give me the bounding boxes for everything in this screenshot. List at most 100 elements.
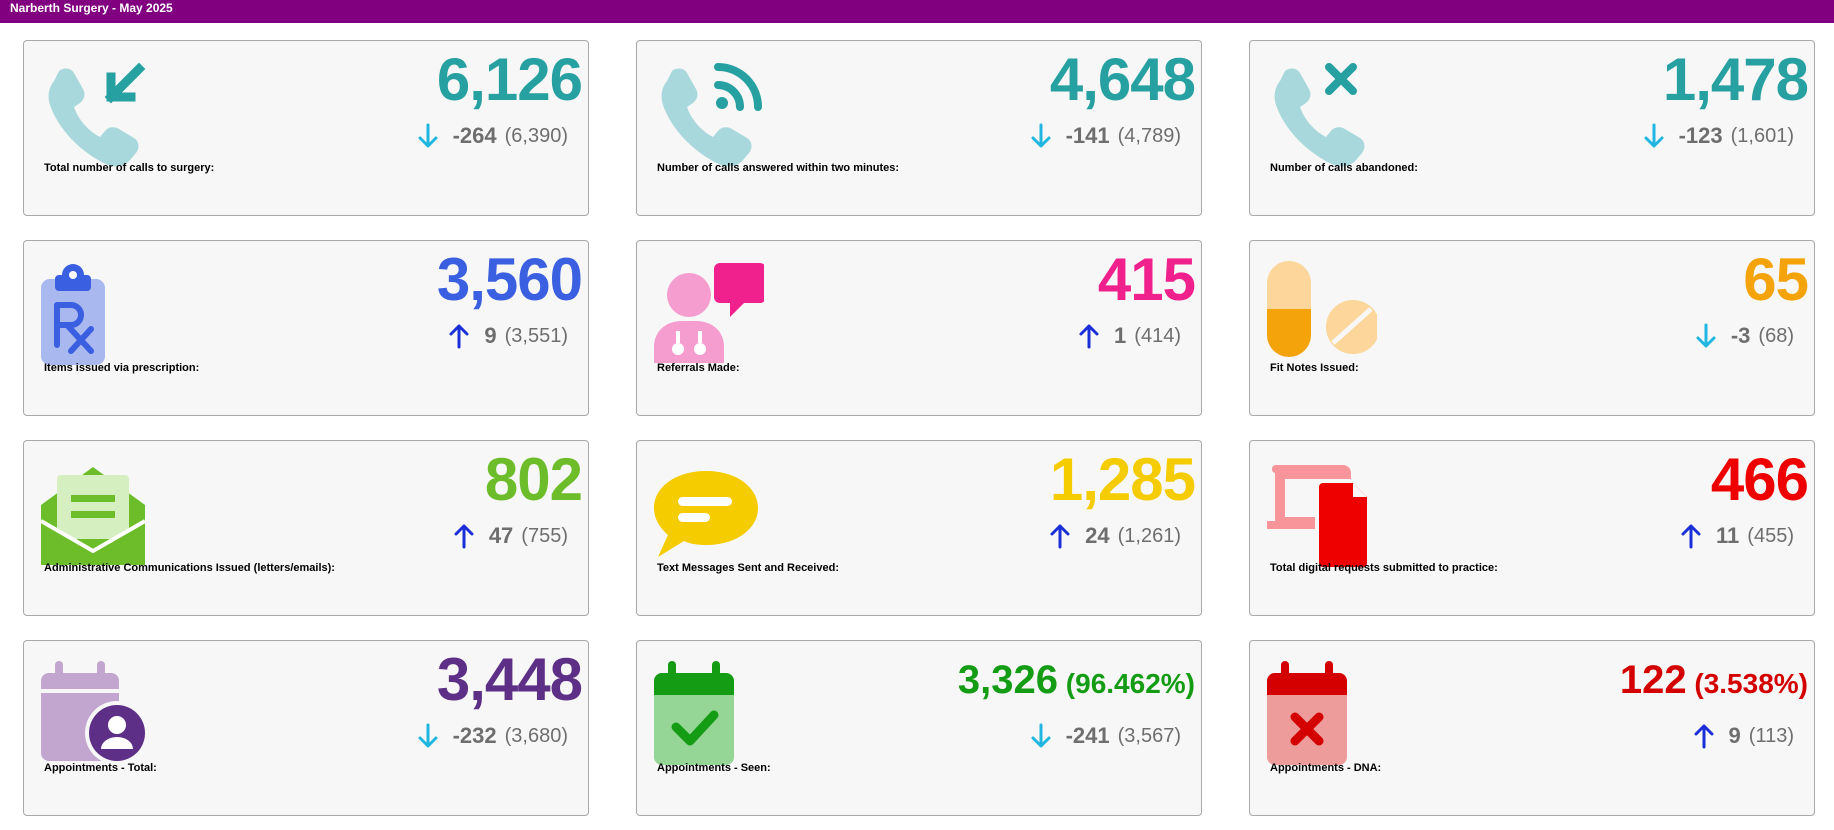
kpi-change: -3 (68) — [1695, 321, 1794, 351]
kpi-card-4: 3,560 9 (3,551) Items issued via prescri… — [23, 240, 589, 416]
phone-incoming-icon — [41, 61, 151, 171]
kpi-number: 1,285 — [1049, 446, 1196, 513]
kpi-delta: 11 — [1716, 523, 1740, 548]
kpi-number: 1,478 — [1662, 46, 1809, 113]
kpi-percent: (96.462%) — [1058, 668, 1195, 699]
kpi-number: 3,560 — [436, 246, 583, 313]
kpi-number: 4,648 — [1049, 46, 1196, 113]
kpi-previous: (3,551) — [504, 324, 568, 347]
kpi-label: Appointments - Total: — [44, 762, 157, 774]
kpi-card-11: 3,326 (96.462%) -241 (3,567) Appointment… — [636, 640, 1202, 816]
kpi-delta: -232 — [452, 723, 497, 748]
prescription-icon — [41, 261, 151, 371]
kpi-number: 3,448 — [436, 646, 583, 713]
kpi-grid: 6,126 -264 (6,390) Total number of calls… — [23, 40, 1815, 816]
kpi-previous: (4,789) — [1117, 124, 1181, 147]
kpi-value: 1,478 — [1662, 43, 1809, 117]
kpi-label: Administrative Communications Issued (le… — [44, 562, 335, 574]
kpi-label: Items issued via prescription: — [44, 362, 200, 374]
kpi-card-8: 1,285 24 (1,261) Text Messages Sent and … — [636, 440, 1202, 616]
kpi-delta: 47 — [488, 523, 514, 548]
kpi-percent: (3.538%) — [1686, 668, 1808, 699]
phone-ringing-icon — [654, 61, 764, 171]
kpi-number: 466 — [1710, 446, 1809, 513]
kpi-previous: (68) — [1758, 324, 1794, 347]
kpi-card-1: 6,126 -264 (6,390) Total number of calls… — [23, 40, 589, 216]
kpi-previous: (3,680) — [504, 724, 568, 747]
kpi-label: Total number of calls to surgery: — [44, 162, 215, 174]
arrow-down-icon — [1030, 723, 1058, 749]
kpi-previous: (455) — [1747, 524, 1794, 547]
kpi-change: 9 (113) — [1693, 721, 1794, 751]
kpi-change: 1 (414) — [1078, 321, 1181, 351]
kpi-card-2: 4,648 -141 (4,789) Number of calls answe… — [636, 40, 1202, 216]
kpi-number: 122 — [1619, 658, 1687, 702]
chat-bubble-icon — [654, 461, 764, 571]
kpi-value: 3,326 (96.462%) — [958, 643, 1195, 721]
kpi-delta: -264 — [452, 123, 497, 148]
arrow-up-icon — [453, 523, 481, 549]
kpi-value: 1,285 — [1049, 443, 1196, 517]
kpi-value: 6,126 — [437, 43, 583, 117]
kpi-delta: -241 — [1065, 723, 1110, 748]
kpi-previous: (1,601) — [1730, 124, 1794, 147]
kpi-change: -264 (6,390) — [417, 121, 568, 151]
kpi-card-9: 466 11 (455) Total digital requests subm… — [1249, 440, 1815, 616]
kpi-previous: (414) — [1134, 324, 1181, 347]
arrow-down-icon — [417, 123, 445, 149]
header-bar: Narberth Surgery - May 2025 — [0, 0, 1834, 23]
kpi-number: 3,326 — [957, 658, 1059, 702]
kpi-number: 802 — [484, 446, 583, 513]
kpi-delta: -123 — [1678, 123, 1723, 148]
kpi-delta: -3 — [1730, 323, 1751, 348]
kpi-value: 3,448 — [436, 643, 583, 717]
phone-missed-icon — [1267, 61, 1377, 171]
arrow-down-icon — [417, 723, 445, 749]
kpi-change: 24 (1,261) — [1049, 521, 1181, 551]
kpi-previous: (1,261) — [1117, 524, 1181, 547]
kpi-label: Number of calls abandoned: — [1270, 162, 1418, 174]
kpi-number: 415 — [1097, 246, 1196, 313]
page-title: Narberth Surgery - May 2025 — [10, 1, 173, 15]
envelope-open-icon — [41, 461, 151, 571]
arrow-up-icon — [1049, 523, 1077, 549]
arrow-down-icon — [1695, 323, 1723, 349]
arrow-down-icon — [1643, 123, 1671, 149]
kpi-delta: 1 — [1114, 323, 1127, 348]
kpi-previous: (6,390) — [504, 124, 568, 147]
calendar-user-icon — [41, 661, 151, 771]
devices-icon — [1267, 461, 1377, 571]
kpi-card-12: 122 (3.538%) 9 (113) Appointments - DNA: — [1249, 640, 1815, 816]
kpi-card-6: 65 -3 (68) Fit Notes Issued: — [1249, 240, 1815, 416]
kpi-card-10: 3,448 -232 (3,680) Appointments - Total: — [23, 640, 589, 816]
kpi-label: Fit Notes Issued: — [1270, 362, 1359, 374]
kpi-card-7: 802 47 (755) Administrative Communicatio… — [23, 440, 589, 616]
kpi-value: 802 — [484, 443, 583, 517]
pills-icon — [1267, 261, 1377, 371]
kpi-change: -232 (3,680) — [417, 721, 568, 751]
doctor-chat-icon — [654, 261, 764, 371]
kpi-delta: 9 — [1728, 723, 1741, 748]
kpi-change: 11 (455) — [1680, 521, 1794, 551]
kpi-previous: (113) — [1748, 724, 1794, 747]
kpi-previous: (755) — [521, 524, 568, 547]
kpi-value: 466 — [1710, 443, 1809, 517]
kpi-value: 122 (3.538%) — [1620, 643, 1808, 721]
kpi-card-3: 1,478 -123 (1,601) Number of calls aband… — [1249, 40, 1815, 216]
kpi-value: 65 — [1743, 243, 1809, 317]
kpi-label: Number of calls answered within two minu… — [657, 162, 900, 174]
kpi-change: 47 (755) — [453, 521, 568, 551]
kpi-delta: 24 — [1085, 523, 1110, 548]
kpi-number: 65 — [1743, 246, 1809, 313]
kpi-label: Referrals Made: — [657, 362, 740, 374]
calendar-check-icon — [654, 661, 764, 771]
kpi-value: 3,560 — [436, 243, 583, 317]
kpi-value: 4,648 — [1049, 43, 1196, 117]
arrow-down-icon — [1030, 123, 1058, 149]
arrow-up-icon — [1078, 323, 1106, 349]
arrow-up-icon — [448, 323, 476, 349]
kpi-label: Total digital requests submitted to prac… — [1270, 562, 1498, 574]
calendar-x-icon — [1267, 661, 1377, 771]
kpi-card-5: 415 1 (414) Referrals Made: — [636, 240, 1202, 416]
kpi-change: -241 (3,567) — [1030, 721, 1181, 751]
